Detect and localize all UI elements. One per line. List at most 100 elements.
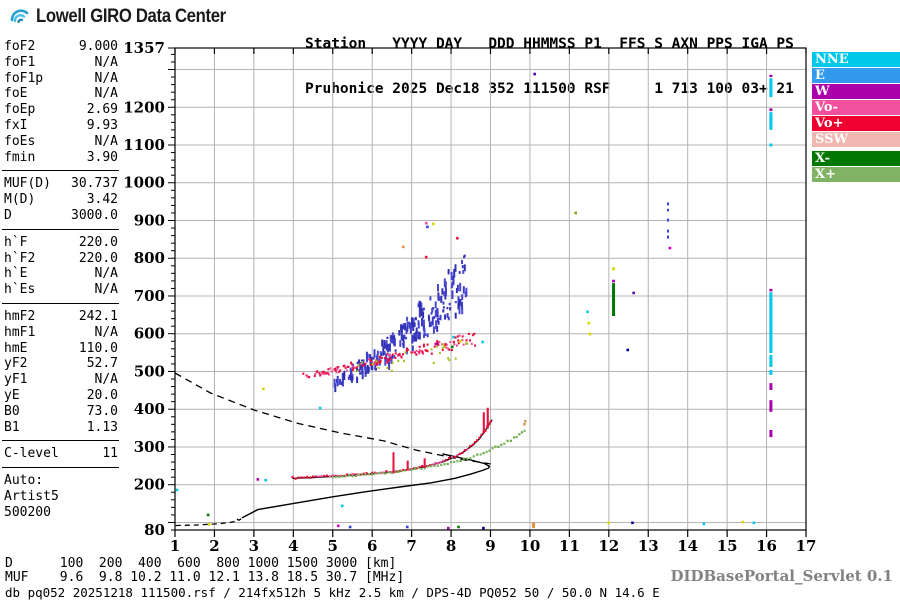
- param-row-foF1p: foF1p N/A: [4, 71, 118, 87]
- y-tick-label: 1357: [123, 39, 165, 57]
- param-value: N/A: [94, 266, 118, 282]
- param-label: yF2: [4, 356, 28, 372]
- y-tick-label: 200: [134, 476, 165, 494]
- param-row-foEp: foEp 2.69: [4, 102, 118, 118]
- trace-spur: [486, 407, 489, 429]
- x-tick-label: 7: [406, 537, 416, 555]
- rfi-column: [612, 283, 616, 316]
- x-tick-label: 5: [328, 537, 338, 555]
- y-tick-label: 1100: [123, 136, 165, 154]
- param-label: foF2: [4, 39, 36, 54]
- param-label: MUF(D): [4, 176, 51, 192]
- param-label: D: [4, 207, 12, 223]
- param-value: 20.0: [86, 387, 118, 403]
- y-tick-label: 600: [134, 325, 165, 343]
- param-value: 3.90: [86, 149, 118, 165]
- param-value: 1.13: [86, 419, 118, 435]
- param-value: 11: [102, 446, 118, 462]
- panel-divider: [2, 467, 119, 469]
- electron-density-profile: [241, 453, 491, 519]
- y-tick-label: 1000: [123, 174, 165, 192]
- giro-logo: Lowell GIRO Data Center: [8, 5, 252, 29]
- param-label: yE: [4, 387, 20, 403]
- param-value: N/A: [94, 324, 118, 340]
- param-value: N/A: [94, 70, 118, 86]
- param-group: hmF2 242.1 hmF1 N/A hmE 110.0 yF2 52.7 yF1 N/A yE 2…: [4, 309, 118, 435]
- auto-line: Artist5: [4, 488, 59, 504]
- legend-item-vo: Vo+: [812, 116, 900, 131]
- param-row-foEs: foEs N/A: [4, 134, 118, 150]
- param-value: 52.7: [86, 356, 118, 372]
- y-tick-label: 500: [134, 362, 165, 380]
- param-value: 242.1: [78, 308, 118, 324]
- param-group: MUF(D) 30.737 M(D) 3.42 D 3000.0: [4, 176, 118, 223]
- echo-direction-legend: NNE E W Vo- Vo+ SSW X- X+: [812, 52, 900, 183]
- rfi-column: [531, 522, 535, 529]
- x-tick-label: 10: [520, 537, 541, 555]
- ionogram-parameters-panel: foF2 9.000 foF1 N/A foF1p N/A foE N/A foEp 2.69 fx…: [2, 39, 119, 521]
- param-row-yF1: yF1 N/A: [4, 372, 118, 388]
- param-row-fmin: fmin 3.90: [4, 150, 118, 166]
- rfi-column: [769, 74, 773, 438]
- param-label: B1: [4, 419, 20, 435]
- scatter-points: [175, 72, 756, 530]
- x-tick-label: 9: [485, 537, 495, 555]
- trace-spur: [423, 458, 426, 469]
- auto-line: Auto:: [4, 473, 44, 489]
- param-label: fxI: [4, 117, 28, 133]
- rfi-column: [769, 78, 773, 375]
- x-tick-label: 2: [209, 537, 219, 555]
- param-value: 220.0: [78, 234, 118, 250]
- logo-text: Lowell GIRO Data Center: [36, 6, 226, 27]
- rfi-column: [612, 279, 616, 283]
- param-row-yF2: yF2 52.7: [4, 356, 118, 372]
- param-row-MUF(D): MUF(D) 30.737: [4, 176, 118, 192]
- param-row-hmF1: hmF1 N/A: [4, 325, 118, 341]
- param-label: h`Es: [4, 282, 36, 298]
- x-tick-label: 13: [638, 537, 659, 555]
- param-row-D: D 3000.0: [4, 208, 118, 224]
- panel-divider: [2, 228, 119, 230]
- param-group: C-level 11: [4, 446, 118, 462]
- param-row-fxI: fxI 9.93: [4, 118, 118, 134]
- param-value: 73.0: [86, 403, 118, 419]
- param-label: foE: [4, 86, 28, 102]
- param-row-yE: yE 20.0: [4, 388, 118, 404]
- param-row-h`F: h`F 220.0: [4, 235, 118, 251]
- param-row-hmF2: hmF2 242.1: [4, 309, 118, 325]
- param-value: N/A: [94, 372, 118, 388]
- param-row-foE: foE N/A: [4, 86, 118, 102]
- y-tick-label: 700: [134, 287, 165, 305]
- param-group: foF2 9.000 foF1 N/A foF1p N/A foE N/A foEp 2.69 fx…: [4, 39, 118, 165]
- param-label: M(D): [4, 192, 36, 208]
- param-value: 30.737: [71, 176, 118, 192]
- param-row-h`Es: h`Es N/A: [4, 282, 118, 298]
- param-row-B0: B0 73.0: [4, 404, 118, 420]
- param-value: N/A: [94, 282, 118, 298]
- cluster-second-hop-pink: [302, 332, 477, 379]
- y-tick-label: 800: [134, 249, 165, 267]
- legend-item-ssw: SSW: [812, 132, 900, 147]
- param-row-B1: B1 1.13: [4, 420, 118, 436]
- legend-item-x: X+: [812, 167, 900, 182]
- distance-row: D 100 200 400 600 800 1000 1500 3000 [km…: [5, 556, 397, 571]
- param-label: hmF1: [4, 324, 36, 340]
- x-tick-label: 6: [367, 537, 377, 555]
- param-value: 3000.0: [71, 207, 118, 223]
- legend-item-x: X-: [812, 151, 900, 166]
- record-info-line: db pq052 20251218 111500.rsf / 214fx512h…: [5, 585, 660, 600]
- param-row-foF1: foF1 N/A: [4, 55, 118, 71]
- y-tick-label: 300: [134, 438, 165, 456]
- cluster-sprinkle-olive: [356, 343, 457, 372]
- param-row-hmE: hmE 110.0: [4, 341, 118, 357]
- x-tick-label: 17: [796, 537, 817, 555]
- param-value: N/A: [94, 133, 118, 149]
- param-label: foEs: [4, 133, 36, 149]
- param-row-M(D): M(D) 3.42: [4, 192, 118, 208]
- param-value: N/A: [94, 86, 118, 102]
- profile-e-region-dashed: [175, 517, 243, 527]
- param-label: fmin: [4, 149, 36, 165]
- auto-line: 500200: [4, 504, 51, 520]
- trace-spur: [392, 452, 395, 474]
